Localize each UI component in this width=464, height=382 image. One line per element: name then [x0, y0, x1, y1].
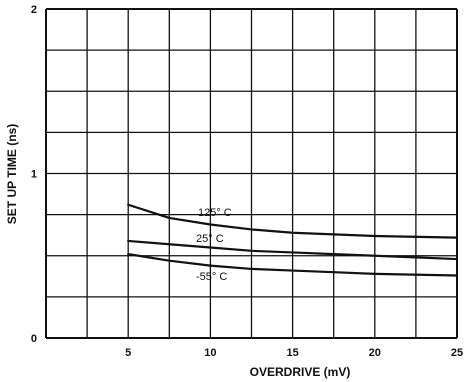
series-label: 125° C — [198, 207, 232, 219]
x-tick-label: 20 — [369, 347, 381, 359]
series-label: 25° C — [196, 233, 224, 245]
series-line — [127, 253, 459, 277]
series-label: -55° C — [196, 271, 227, 283]
x-tick-label: 5 — [125, 347, 131, 359]
y-tick-label: 1 — [31, 169, 37, 181]
y-tick-label: 0 — [31, 333, 37, 345]
x-tick-label: 10 — [204, 347, 216, 359]
y-tick-label: 2 — [31, 4, 37, 16]
tick-labels: 5 10 15 20 25 0 1 2 — [31, 4, 463, 359]
series-labels: 125° C 25° C -55° C — [196, 207, 232, 283]
series-lines — [127, 203, 459, 277]
grid — [45, 8, 458, 339]
series-line — [127, 239, 459, 261]
x-tick-label: 15 — [286, 347, 298, 359]
y-axis-label: SET UP TIME (ns) — [5, 124, 19, 224]
series-line — [127, 203, 459, 239]
x-axis-label: OVERDRIVE (mV) — [250, 365, 351, 379]
x-tick-label: 25 — [451, 347, 463, 359]
